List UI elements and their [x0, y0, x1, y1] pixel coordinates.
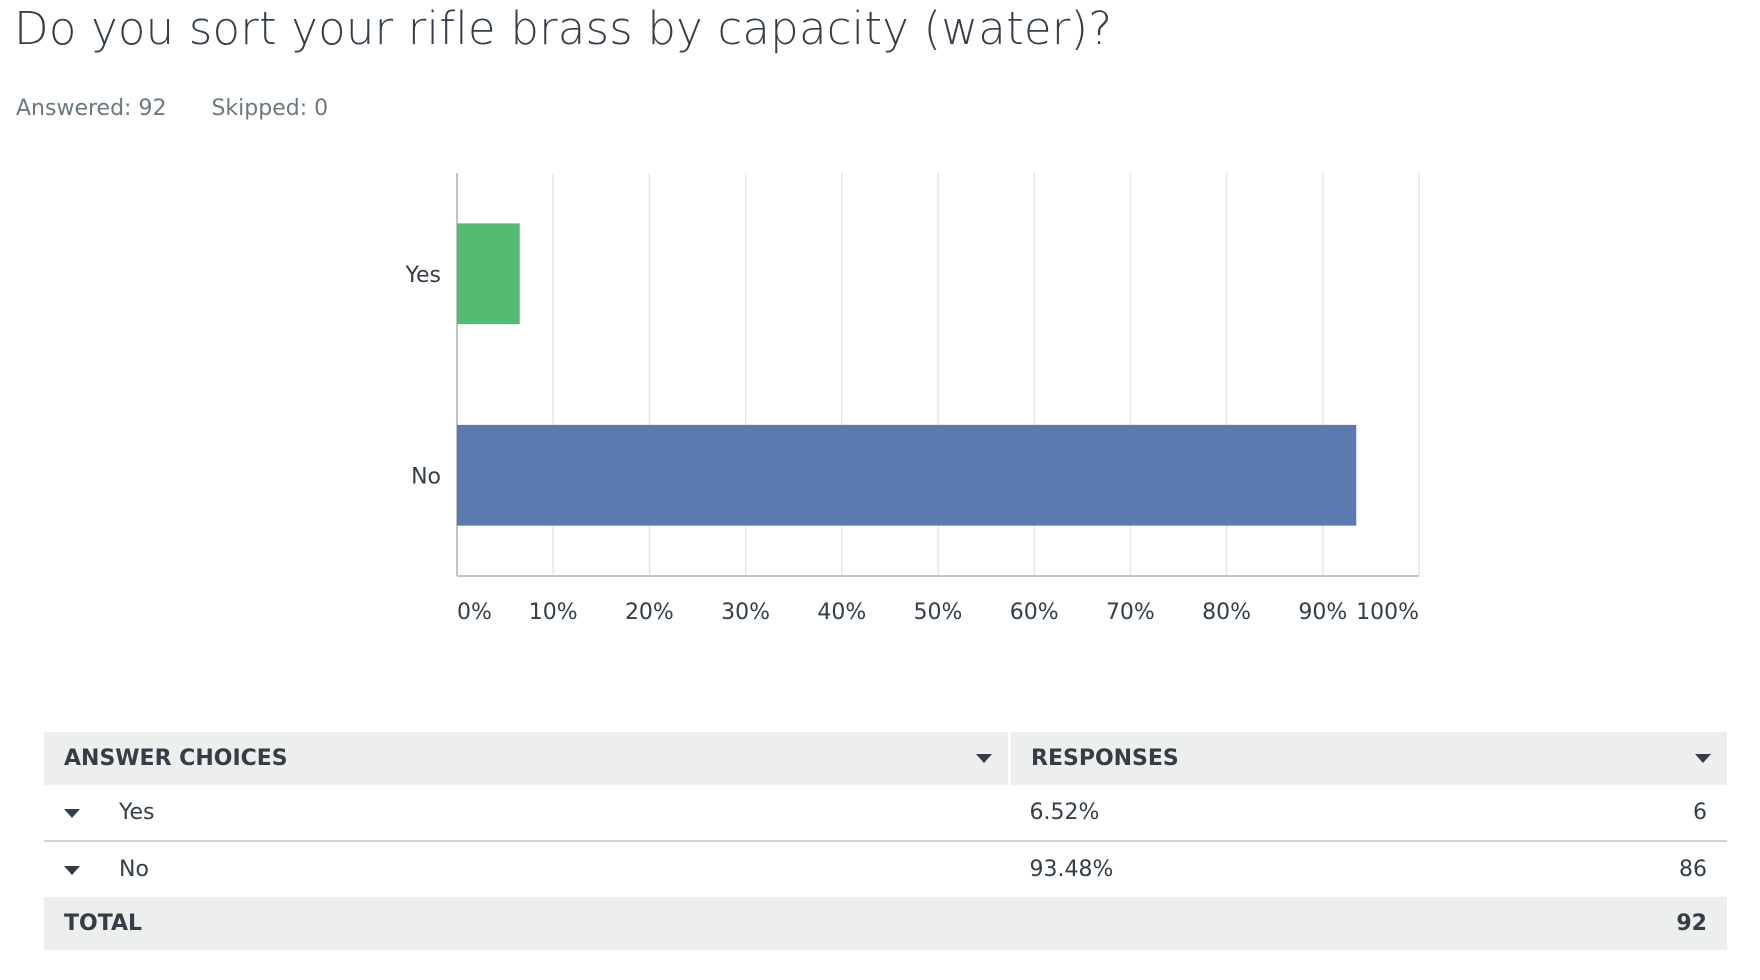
- table-row: Yes 6.52% 6: [44, 785, 1727, 841]
- answer-choice-label: No: [119, 857, 149, 882]
- response-percent: 93.48%: [1009, 840, 1550, 897]
- y-category-label: Yes: [404, 263, 441, 288]
- response-stats: Answered: 92 Skipped: 0: [16, 96, 328, 121]
- x-tick-label: 60%: [1010, 600, 1059, 625]
- answer-choice-label: Yes: [119, 800, 155, 825]
- total-label: TOTAL: [44, 897, 1010, 950]
- chevron-down-icon[interactable]: [64, 808, 80, 818]
- answer-choice-cell: No: [44, 840, 1010, 897]
- x-tick-label: 10%: [529, 600, 578, 625]
- answer-choices-header-label: ANSWER CHOICES: [64, 746, 288, 771]
- responses-header-label: RESPONSES: [1031, 746, 1179, 771]
- answered-count: Answered: 92: [16, 96, 167, 121]
- x-tick-label: 50%: [914, 600, 963, 625]
- x-tick-label: 80%: [1202, 600, 1251, 625]
- answer-table: ANSWER CHOICES RESPONSES Yes 6.52% 6 No …: [44, 732, 1727, 950]
- sort-icon[interactable]: [1695, 754, 1711, 763]
- x-tick-label: 40%: [817, 600, 866, 625]
- response-count: 6: [1693, 800, 1707, 825]
- x-tick-label: 0%: [457, 600, 492, 625]
- x-tick-label: 20%: [625, 600, 674, 625]
- responses-header[interactable]: RESPONSES: [1009, 732, 1727, 785]
- x-tick-label: 100%: [1356, 600, 1419, 625]
- sort-icon[interactable]: [976, 754, 992, 763]
- question-title: Do you sort your rifle brass by capacity…: [14, 2, 1113, 55]
- table-row: No 93.48% 86: [44, 840, 1727, 897]
- answer-choice-cell: Yes: [44, 785, 1010, 841]
- total-spacer: [1009, 897, 1550, 950]
- response-count: 86: [1549, 840, 1727, 897]
- bar-no: [457, 424, 1357, 526]
- x-tick-label: 70%: [1106, 600, 1155, 625]
- total-row: TOTAL 92: [44, 897, 1727, 950]
- answer-choices-header[interactable]: ANSWER CHOICES: [44, 732, 1011, 785]
- x-tick-label: 90%: [1298, 600, 1347, 625]
- response-percent: 6.52%: [1029, 800, 1100, 825]
- chevron-down-icon[interactable]: [64, 865, 80, 875]
- total-count: 92: [1549, 897, 1727, 950]
- bar-chart: 0% 10% 20% 30% 40% 50% 60% 70% 80% 90% 100% Yes No: [404, 173, 1420, 625]
- table-header-row: ANSWER CHOICES RESPONSES: [44, 732, 1727, 785]
- y-category-label: No: [411, 464, 441, 489]
- bar-yes: [457, 223, 520, 325]
- x-tick-label: 30%: [721, 600, 770, 625]
- skipped-count: Skipped: 0: [211, 96, 329, 121]
